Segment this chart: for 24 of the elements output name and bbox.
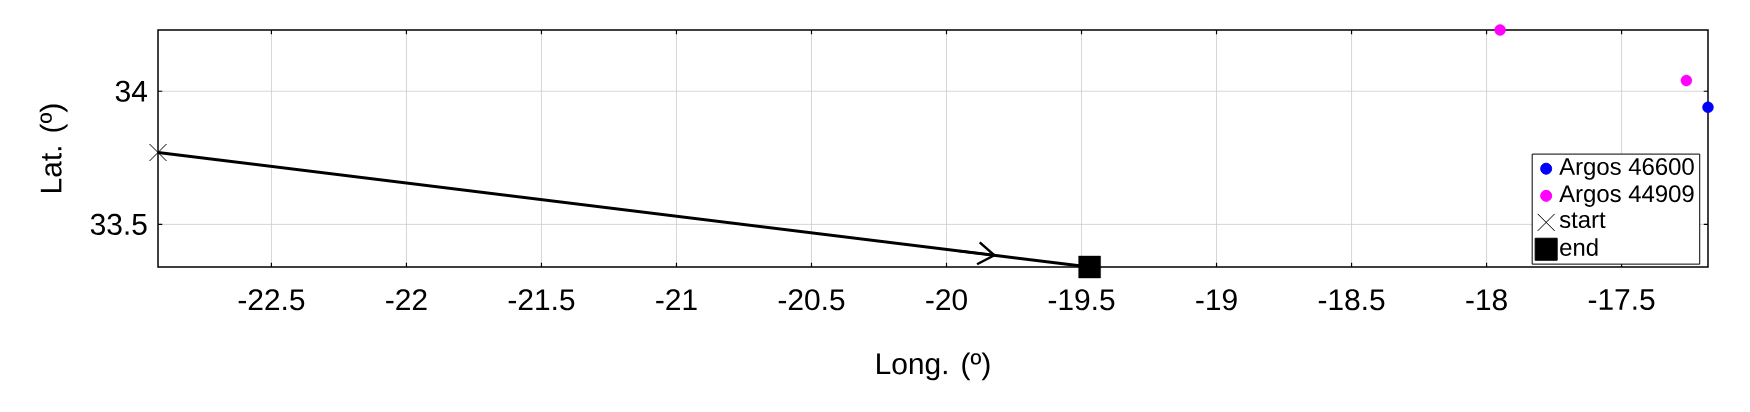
x-tick-label: -20.5 xyxy=(778,289,845,311)
point xyxy=(1702,101,1714,113)
legend-label: Argos 46600 xyxy=(1559,158,1694,180)
x-tick-label: -22.5 xyxy=(238,289,305,311)
point xyxy=(149,143,167,162)
point xyxy=(1494,24,1506,36)
point xyxy=(1680,74,1693,87)
x-tick-label: -19.5 xyxy=(1048,289,1115,311)
y-tick-label: 34 xyxy=(115,80,147,102)
x-tick-label: -20 xyxy=(926,289,967,311)
x-tick-label: -21 xyxy=(656,289,697,311)
point xyxy=(1078,255,1101,279)
legend-label: end xyxy=(1560,238,1598,256)
x-tick-label: -18 xyxy=(1466,289,1507,311)
legend-label: Argos 44909 xyxy=(1559,185,1694,207)
x-tick-label: -17.5 xyxy=(1588,289,1655,311)
x-tick-label: -19 xyxy=(1196,289,1237,311)
x-axis-title: Long. (º) xyxy=(877,352,990,381)
x-tick-label: -21.5 xyxy=(508,289,575,311)
y-axis-title: Lat. (º) xyxy=(39,104,68,192)
x-tick-label: -22 xyxy=(386,289,427,311)
x-tick-label: -18.5 xyxy=(1318,289,1385,311)
y-tick-label: 33.5 xyxy=(90,213,147,235)
legend-label: start xyxy=(1559,212,1606,229)
